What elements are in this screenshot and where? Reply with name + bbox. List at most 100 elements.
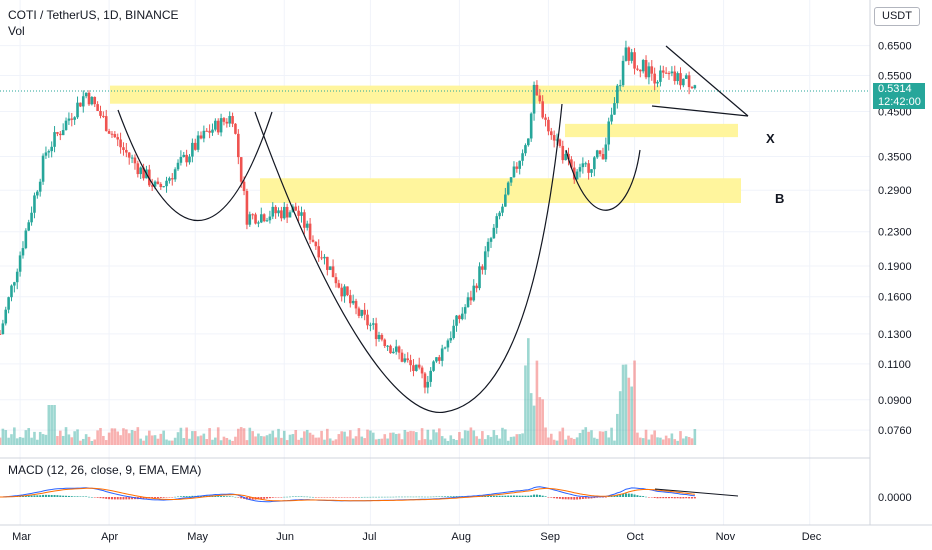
- volume-bar: [47, 405, 51, 445]
- volume-bar: [469, 427, 473, 445]
- volume-bar: [633, 360, 636, 445]
- candle-body: [486, 241, 490, 252]
- candle-body: [524, 145, 527, 154]
- volume-bar: [110, 428, 114, 445]
- macd-histogram-bar: [70, 496, 73, 497]
- volume-bar: [234, 436, 237, 445]
- candle-body: [99, 110, 102, 116]
- macd-histogram-bar: [116, 497, 119, 500]
- candle-body: [618, 85, 622, 87]
- macd-histogram-bar: [352, 497, 355, 498]
- volume-bar: [601, 431, 605, 445]
- macd-histogram-bar: [535, 494, 538, 497]
- candle-body: [127, 152, 131, 158]
- volume-bar: [501, 427, 504, 445]
- volume-bar: [389, 432, 392, 445]
- macd-histogram-bar: [553, 497, 556, 499]
- candle-body: [489, 238, 493, 242]
- price-tick-label: 0.3500: [878, 152, 912, 164]
- candle-body: [139, 167, 142, 175]
- macd-histogram-bar: [383, 496, 386, 498]
- macd-histogram-bar: [108, 497, 111, 500]
- candle-body: [673, 71, 677, 82]
- macd-histogram-bar: [570, 497, 573, 500]
- volume-bar: [239, 427, 243, 445]
- volume-bar: [581, 429, 585, 445]
- candle-body: [113, 134, 117, 138]
- price-tick-label: 0.1100: [878, 359, 911, 371]
- volume-bar: [572, 439, 576, 445]
- volume-bar: [170, 440, 174, 445]
- volume-bar: [647, 439, 651, 445]
- candle-body: [282, 206, 286, 219]
- candle-body: [61, 130, 65, 136]
- macd-histogram-bar: [225, 496, 228, 497]
- volume-bar: [656, 437, 659, 445]
- currency-unit-selector[interactable]: USDT: [874, 7, 920, 26]
- volume-bar: [280, 437, 283, 445]
- candle-body: [231, 116, 234, 124]
- candle-body: [501, 206, 504, 213]
- macd-histogram-bar: [484, 495, 487, 497]
- price-tick-label: 0.0760: [878, 425, 912, 437]
- volume-bar: [7, 437, 10, 445]
- candle-body: [90, 96, 94, 105]
- candle-body: [587, 163, 590, 173]
- macd-title[interactable]: MACD (12, 26, close, 9, EMA, EMA): [8, 463, 202, 477]
- macd-histogram-bar: [610, 496, 613, 497]
- volume-bar: [288, 434, 292, 445]
- price-tick-label: 0.1600: [878, 292, 912, 304]
- volume-bar: [667, 438, 671, 445]
- candle-body: [214, 120, 217, 130]
- candle-body: [406, 358, 410, 361]
- candle-body: [1, 323, 5, 335]
- candle-body: [334, 277, 338, 284]
- volume-bar: [311, 434, 315, 445]
- macd-histogram-bar: [266, 497, 269, 499]
- volume-bar: [225, 437, 229, 445]
- candle-body: [277, 210, 280, 214]
- candle-body: [305, 223, 309, 228]
- volume-bar: [99, 427, 102, 445]
- volume-bar: [122, 428, 125, 445]
- price-tick-label: 0.1900: [878, 261, 912, 273]
- candle-body: [564, 153, 567, 161]
- time-tick-label: Sep: [540, 531, 560, 543]
- volume-bar: [492, 430, 496, 445]
- volume-bar: [524, 365, 527, 445]
- volume-bar: [156, 438, 160, 445]
- candle-body: [423, 373, 427, 388]
- candle-body: [475, 285, 478, 289]
- macd-histogram-bar: [662, 497, 665, 499]
- candle-body: [317, 246, 321, 258]
- macd-histogram-bar: [573, 497, 576, 500]
- macd-histogram-bar: [432, 496, 435, 498]
- candle-body: [262, 214, 266, 222]
- macd-histogram-bar: [607, 496, 610, 498]
- volume-bar: [113, 428, 117, 445]
- annotation-x: X: [766, 131, 775, 146]
- volume-bar: [429, 439, 432, 445]
- macd-histogram-bar: [533, 494, 536, 497]
- volume-label[interactable]: Vol: [8, 24, 25, 38]
- volume-bar: [616, 413, 619, 445]
- grid-lines: [0, 0, 870, 525]
- candle-body: [156, 181, 160, 184]
- volume-bar: [87, 436, 91, 445]
- macd-histogram-bar: [656, 497, 659, 499]
- cup-curve-left: [117, 109, 273, 221]
- macd-histogram-bar: [42, 494, 45, 497]
- volume-bar: [478, 438, 481, 445]
- symbol-title[interactable]: COTI / TetherUS, 1D, BINANCE: [8, 8, 179, 22]
- volume-bar: [148, 430, 151, 445]
- candle-body: [288, 212, 292, 218]
- candle-body: [13, 282, 16, 286]
- macd-histogram-bar: [337, 497, 340, 498]
- macd-histogram-bar: [334, 497, 337, 498]
- candle-body: [371, 323, 375, 325]
- volume-bar: [354, 436, 358, 445]
- volume-bar: [308, 432, 312, 445]
- candle-body: [498, 212, 501, 217]
- volume-bar: [343, 431, 346, 445]
